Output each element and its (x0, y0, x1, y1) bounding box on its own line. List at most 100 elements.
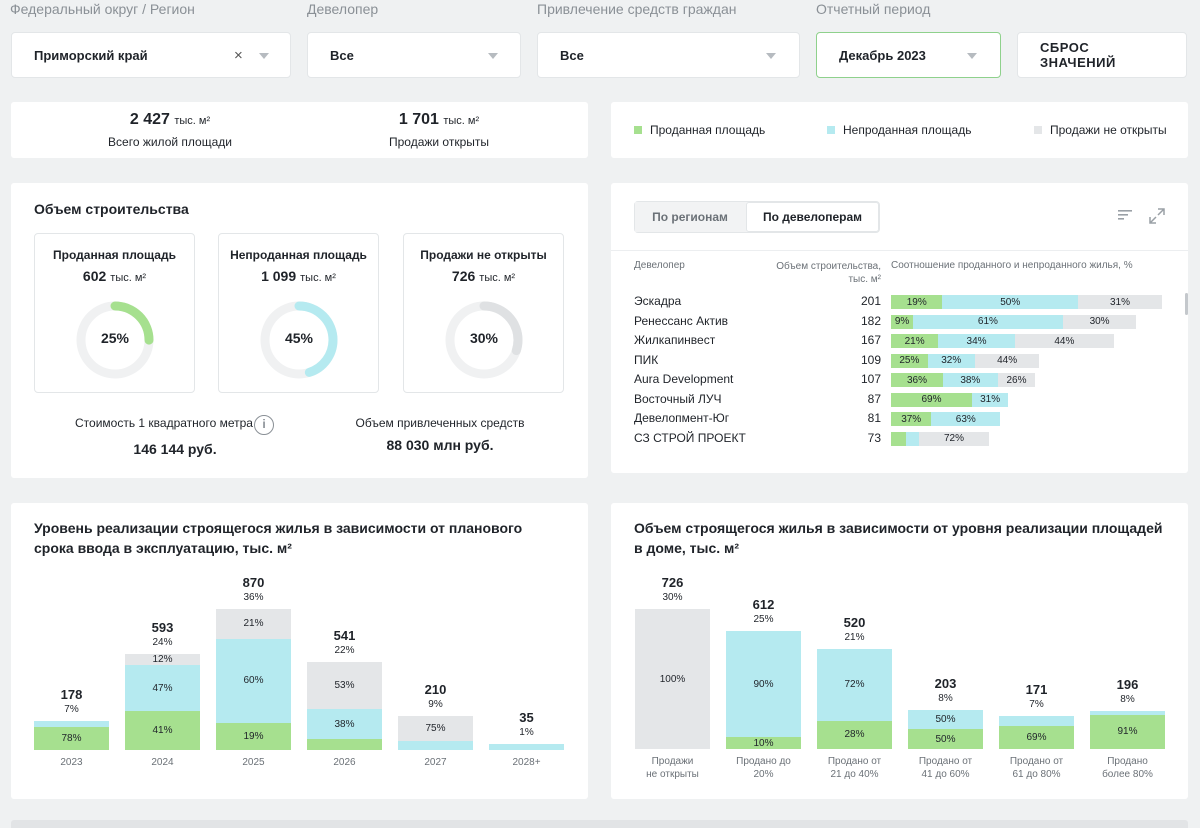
chevron-down-icon[interactable] (259, 53, 269, 59)
open-sales-value: 1 701 (398, 111, 439, 128)
bar-total-value: 612 (752, 596, 775, 612)
kpi-card-value: 1 099 тыс. м² (219, 268, 378, 284)
ratio-segment-not-open: 26% (997, 373, 1036, 387)
bar-total-pct: 24% (152, 636, 173, 648)
donut-arc (445, 301, 523, 379)
region-select[interactable]: Приморский край × (11, 32, 291, 78)
legend-card (611, 102, 1188, 158)
bar-total-pct: 7% (1029, 699, 1044, 711)
bar-total-value: 520 (843, 614, 866, 630)
funds-label: Объем привлеченных средств (355, 416, 525, 430)
ratio-segment-unsold: 61% (913, 314, 1063, 329)
period-select-value: Декабрь 2023 (839, 47, 926, 63)
x-axis-label-line: более 80% (1102, 769, 1153, 780)
bar-total: 520 21% (817, 615, 892, 643)
x-axis-label-line: 2023 (60, 757, 83, 768)
bar-total-pct: 7% (64, 704, 79, 716)
bar-total-pct: 22% (334, 645, 355, 657)
kpi-card-unit: тыс. м² (110, 272, 147, 284)
ratio-segment-sold: 9% (891, 314, 914, 329)
developer-volume: 81 (867, 411, 881, 425)
sort-icon[interactable] (1118, 208, 1132, 227)
kpi-card-title: Проданная площадь (53, 248, 176, 262)
kpi-card-value: 602 тыс. м² (35, 268, 194, 284)
reset-button[interactable]: СБРОС ЗНАЧЕНИЙ (1017, 32, 1187, 78)
expand-icon[interactable] (1149, 208, 1165, 229)
donut-chart (445, 301, 523, 379)
x-axis-label-line: 61 до 80% (1012, 769, 1061, 780)
bar-segment-sold: 19% (216, 723, 291, 750)
bar-segment-unsold: 60% (216, 638, 291, 724)
scrollbar[interactable] (1185, 293, 1188, 315)
bar-segment-unsold (489, 744, 564, 750)
x-axis-label: Продано от 41 до 60% (902, 755, 989, 781)
bar-total: 541 22% (307, 628, 382, 656)
x-axis-label: 2026 (301, 756, 388, 769)
bar-segment-sold: 69% (999, 726, 1074, 749)
bar-segment-unsold: 90% (726, 630, 801, 738)
period-filter-label: Отчетный период (816, 1, 931, 17)
volume-title: Объем строительства (34, 201, 189, 217)
tab-by-regions[interactable]: По регионам (635, 202, 745, 232)
ratio-segment-not-open: 44% (974, 353, 1040, 368)
bar-total-value: 593 (151, 619, 174, 635)
bar-total: 196 8% (1090, 677, 1165, 705)
ratio-segment-unsold (905, 431, 919, 446)
bar-segment-not-open: 53% (307, 662, 382, 709)
x-axis-label: Продано от 21 до 40% (811, 755, 898, 781)
bar-total: 210 9% (398, 682, 473, 710)
period-select[interactable]: Декабрь 2023 (816, 32, 1001, 78)
x-axis-label-line: 2026 (333, 757, 356, 768)
bar-total-pct: 1% (519, 727, 534, 739)
x-axis-label-line: 41 до 60% (921, 769, 970, 780)
bar-segment-sold (307, 739, 382, 750)
developer-select-value: Все (330, 47, 354, 63)
x-axis-label: 2023 (28, 756, 115, 769)
tab-by-developers[interactable]: По девелоперам (746, 202, 879, 232)
chevron-down-icon (488, 53, 498, 59)
x-axis-label-line: Продано от (918, 756, 973, 767)
kpi-card-title: Продажи не открыты (420, 248, 547, 262)
bar-total: 171 7% (999, 682, 1074, 710)
x-axis-label-line: Продано до (736, 756, 791, 767)
info-icon[interactable]: i (254, 415, 274, 435)
bar-total-pct: 8% (1120, 694, 1135, 706)
ratio-segment-not-open: 72% (918, 431, 990, 446)
developer-name: Восточный ЛУЧ (634, 391, 722, 406)
x-axis-label-line: не открыты (646, 769, 699, 780)
bar-segment-not-open: 21% (216, 609, 291, 639)
ratio-segment-sold: 36% (891, 373, 943, 387)
ratio-segment-unsold: 50% (942, 295, 1078, 309)
bar-segment-sold: 28% (817, 720, 892, 749)
bar-segment-unsold: 50% (908, 709, 983, 730)
bar-segment-unsold (398, 741, 473, 750)
bar-total-pct: 25% (753, 613, 774, 625)
kpi-card: Проданная площадь 602 тыс. м² 25% (34, 233, 195, 393)
chart-by-year-card: Уровень реализации строящегося жилья в з… (11, 503, 588, 799)
bar-total: 726 30% (635, 575, 710, 603)
ratio-segment-sold: 69% (891, 392, 972, 407)
kpi-card-number: 726 (451, 268, 476, 284)
ratio-segment-sold: 25% (891, 353, 928, 368)
chevron-down-icon (766, 53, 776, 59)
clear-icon[interactable]: × (234, 47, 243, 64)
bottom-scroll-strip (11, 820, 1188, 828)
funds-value: 88 030 млн руб. (386, 437, 494, 453)
developer-name: Девелопмент-Юг (634, 411, 730, 425)
bar-segment-sold: 10% (726, 737, 801, 749)
price-label: Стоимость 1 квадратного метра (75, 416, 253, 430)
legend-sold: Проданная площадь (634, 123, 765, 137)
funding-select[interactable]: Все (537, 32, 800, 78)
open-sales-label: Продажи открыты (388, 135, 490, 149)
developer-name: Aura Development (634, 372, 734, 386)
col-ratio: Соотношение проданного и непроданного жи… (891, 260, 1133, 271)
price-value: 146 144 руб. (133, 441, 217, 457)
bar-segment-sold: 91% (1090, 714, 1165, 749)
x-axis-label: Продажи не открыты (629, 755, 716, 781)
donut-arc (76, 301, 154, 379)
bar-total-value: 210 (424, 681, 447, 697)
developer-select[interactable]: Все (307, 32, 521, 78)
kpi-card: Продажи не открыты 726 тыс. м² 30% (403, 233, 564, 393)
developer-name: СЗ СТРОЙ ПРОЕКТ (634, 430, 746, 445)
bar-total-value: 726 (661, 575, 684, 590)
